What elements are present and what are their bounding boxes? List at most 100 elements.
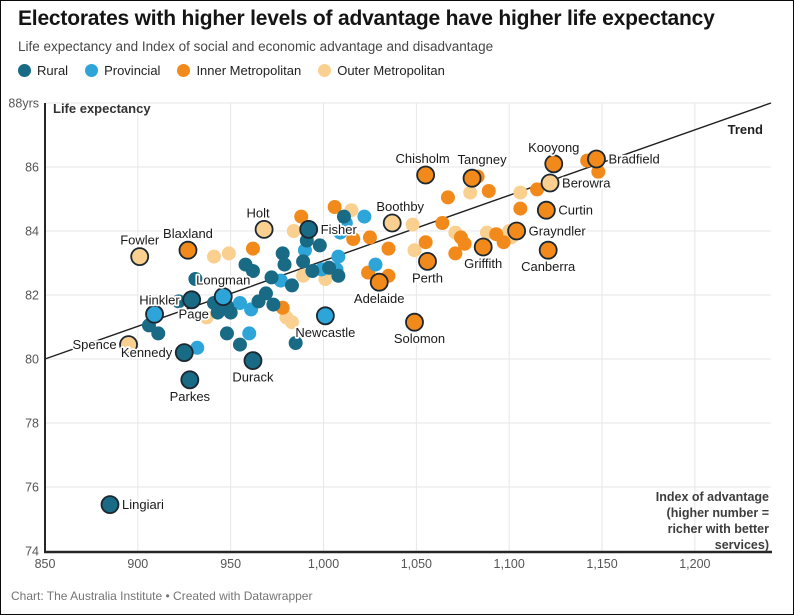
data-point[interactable] xyxy=(275,246,290,261)
data-point-curtin[interactable] xyxy=(536,200,556,220)
x-tick-label: 1,150 xyxy=(586,557,617,571)
data-point-parkes[interactable] xyxy=(180,370,200,390)
data-point[interactable] xyxy=(206,249,221,264)
data-point[interactable] xyxy=(284,315,299,330)
data-point[interactable] xyxy=(223,305,238,320)
chart-subtitle: Life expectancy and Index of social and … xyxy=(18,39,494,54)
data-point[interactable] xyxy=(448,246,463,261)
data-point-bradfield[interactable] xyxy=(587,149,606,169)
data-point-lingiari[interactable] xyxy=(100,495,120,515)
data-point-newcastle[interactable] xyxy=(315,306,335,326)
data-point[interactable] xyxy=(188,272,203,286)
data-point[interactable] xyxy=(171,294,186,309)
data-point-fowler[interactable] xyxy=(130,247,150,267)
data-point-perth[interactable] xyxy=(418,251,437,271)
data-point[interactable] xyxy=(336,209,351,224)
data-point-grayndler[interactable] xyxy=(507,221,527,241)
data-point[interactable] xyxy=(481,184,496,198)
data-point[interactable] xyxy=(258,286,273,301)
data-point[interactable] xyxy=(296,254,311,269)
y-axis-title: Life expectancy xyxy=(53,101,151,116)
point-label-boothby: Boothby xyxy=(376,199,424,214)
data-point[interactable] xyxy=(245,264,260,278)
data-point[interactable] xyxy=(331,268,346,283)
data-point[interactable] xyxy=(381,241,396,256)
data-point[interactable] xyxy=(457,236,472,251)
data-point[interactable] xyxy=(435,216,450,230)
legend-item-outer: Outer Metropolitan xyxy=(318,63,445,78)
data-point-blaxland[interactable] xyxy=(178,240,198,260)
data-point[interactable] xyxy=(407,243,422,258)
data-point[interactable] xyxy=(418,235,433,250)
data-point-berowra[interactable] xyxy=(540,173,560,193)
legend-label-provincial: Provincial xyxy=(104,63,161,78)
data-point[interactable] xyxy=(331,249,346,264)
legend-item-inner: Inner Metropolitan xyxy=(177,63,301,78)
data-point[interactable] xyxy=(219,326,234,341)
trend-label: Trend xyxy=(728,122,763,137)
data-point-page[interactable] xyxy=(145,304,164,324)
data-point[interactable] xyxy=(284,278,299,293)
data-point-spence[interactable] xyxy=(119,335,138,355)
point-label-griffith: Griffith xyxy=(464,256,502,271)
data-point[interactable] xyxy=(312,238,327,253)
data-point[interactable] xyxy=(232,296,247,310)
axis-ticks: 850 900 950 1,000 1,050 1,100 1,150 1,200 74 76 78… xyxy=(8,97,710,572)
point-label-page: Page xyxy=(179,307,209,322)
data-point[interactable] xyxy=(322,260,337,275)
data-point-hinkler[interactable] xyxy=(182,290,202,310)
data-point-longman[interactable] xyxy=(213,287,233,307)
data-point-canberra[interactable] xyxy=(538,240,558,260)
data-point-tangney[interactable] xyxy=(462,168,482,188)
legend-label-inner: Inner Metropolitan xyxy=(196,63,302,78)
data-point[interactable] xyxy=(368,257,383,272)
x-tick-label: 1,100 xyxy=(494,557,525,571)
data-point[interactable] xyxy=(277,257,292,272)
data-point[interactable] xyxy=(151,326,166,341)
y-tick-label: 84 xyxy=(25,225,39,239)
legend-label-outer: Outer Metropolitan xyxy=(337,63,445,78)
point-label-adelaide: Adelaide xyxy=(354,291,405,306)
data-point[interactable] xyxy=(591,164,606,179)
data-point[interactable] xyxy=(294,209,309,224)
data-point[interactable] xyxy=(288,336,303,350)
data-point[interactable] xyxy=(245,241,260,256)
data-point[interactable] xyxy=(190,340,205,355)
data-point[interactable] xyxy=(286,224,301,238)
data-point-fisher[interactable] xyxy=(299,219,319,239)
data-point-solomon[interactable] xyxy=(405,312,424,332)
svg-text:services): services) xyxy=(715,538,769,552)
data-point[interactable] xyxy=(264,270,279,285)
data-point[interactable] xyxy=(357,209,372,224)
data-point[interactable] xyxy=(346,232,361,246)
data-point[interactable] xyxy=(199,310,214,325)
data-point[interactable] xyxy=(496,235,511,250)
point-label-kooyong: Kooyong xyxy=(528,140,579,155)
data-point-adelaide[interactable] xyxy=(369,272,389,292)
data-point[interactable] xyxy=(305,264,320,278)
data-point[interactable] xyxy=(530,182,545,197)
point-label-perth: Perth xyxy=(412,270,443,285)
data-point-chisholm[interactable] xyxy=(416,165,436,185)
data-point[interactable] xyxy=(327,200,342,214)
data-point[interactable] xyxy=(266,297,281,312)
trend-line xyxy=(44,102,772,360)
svg-text:Index of advantage: Index of advantage xyxy=(656,490,769,504)
data-point-boothby[interactable] xyxy=(382,213,402,233)
data-point-griffith[interactable] xyxy=(473,237,493,257)
data-point-holt[interactable] xyxy=(254,219,274,239)
data-point[interactable] xyxy=(405,217,420,232)
data-point[interactable] xyxy=(440,190,455,205)
data-point[interactable] xyxy=(513,185,528,200)
data-point-durack[interactable] xyxy=(243,351,263,371)
data-point-kennedy[interactable] xyxy=(174,343,194,363)
data-point[interactable] xyxy=(242,326,257,341)
data-point[interactable] xyxy=(232,337,247,352)
data-point[interactable] xyxy=(463,185,478,200)
data-point[interactable] xyxy=(513,201,528,216)
point-label-durack: Durack xyxy=(232,370,274,385)
data-point[interactable] xyxy=(221,246,236,261)
data-point-kooyong[interactable] xyxy=(544,154,564,174)
y-tick-label: 86 xyxy=(25,161,39,175)
data-point[interactable] xyxy=(362,230,377,245)
